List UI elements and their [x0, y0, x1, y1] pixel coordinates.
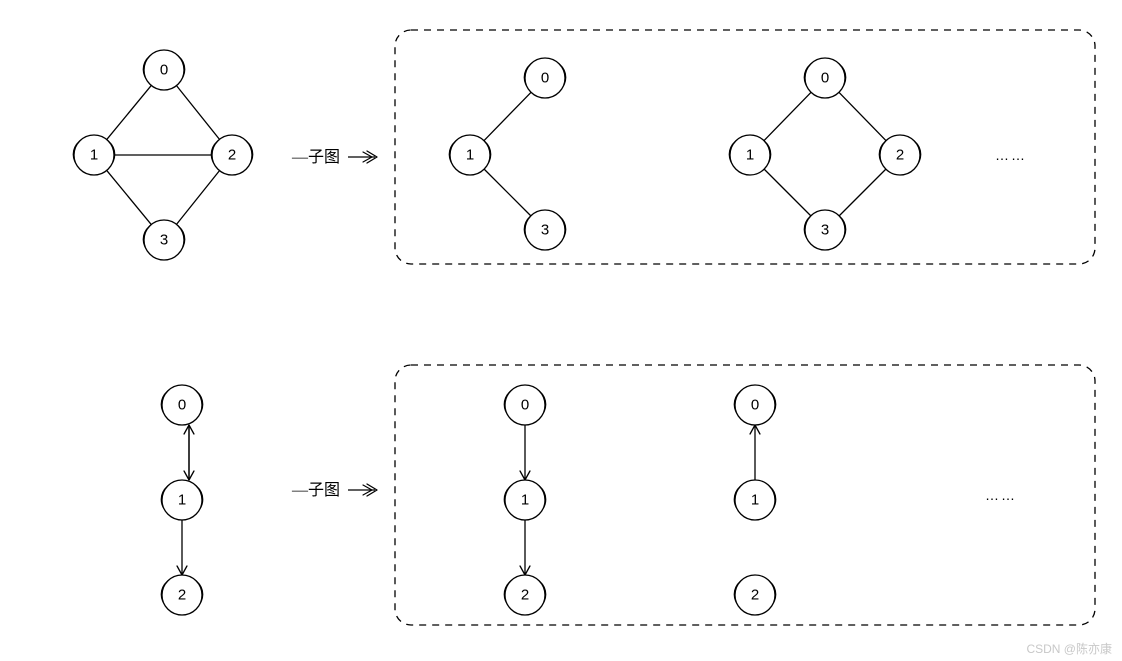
undirected-edge [839, 92, 886, 140]
graph-node: 1 [504, 480, 546, 520]
directed-graph: 0 1 2 [504, 385, 546, 615]
graph-node: 2 [879, 135, 921, 175]
node-label: 0 [160, 62, 168, 79]
undirected-edge [764, 169, 811, 216]
node-label: 0 [178, 397, 186, 414]
node-label: 1 [751, 492, 759, 509]
undirected-graph: 0 1 3 [449, 58, 566, 250]
subgraph-arrow-label: —子图 [291, 481, 340, 499]
watermark-label: CSDN @陈亦康 [1026, 641, 1112, 656]
graph-node: 2 [734, 575, 776, 615]
graph-node: 0 [804, 58, 846, 98]
graph-node: 1 [161, 480, 203, 520]
graph-node: 1 [729, 135, 771, 175]
undirected-edge [176, 86, 219, 140]
node-label: 1 [746, 147, 754, 164]
graph-node: 0 [143, 50, 185, 90]
node-label: 1 [466, 147, 474, 164]
graph-node: 1 [73, 135, 115, 175]
graph-node: 2 [161, 575, 203, 615]
node-label: 3 [160, 232, 168, 249]
node-label: 2 [228, 147, 236, 164]
ellipsis-label: …… [995, 147, 1027, 163]
undirected-graph: 0 1 2 3 [73, 50, 253, 260]
node-label: 0 [541, 70, 549, 87]
directed-graph: 0 1 2 [734, 385, 776, 615]
node-label: 1 [178, 492, 186, 509]
graph-node: 0 [524, 58, 566, 98]
diagram-canvas: 0 1 2 3 —子图 0 1 3 0 1 2 3 …… 0 1 2 —子图 0 1 2 0 1 2 …… CSDN @陈亦康 [0, 0, 1122, 661]
undirected-edge [839, 169, 886, 216]
undirected-edge [107, 170, 152, 224]
node-label: 3 [541, 222, 549, 239]
subgraph-arrow-label: —子图 [291, 148, 340, 166]
node-label: 0 [751, 397, 759, 414]
graph-node: 0 [734, 385, 776, 425]
graph-node: 3 [804, 210, 846, 250]
graph-node: 3 [143, 220, 185, 260]
node-label: 2 [521, 587, 529, 604]
directed-graph: 0 1 2 [161, 385, 203, 615]
graph-node: 2 [211, 135, 253, 175]
undirected-edge [484, 169, 531, 216]
undirected-edge [764, 92, 811, 140]
node-label: 2 [896, 147, 904, 164]
undirected-edge [107, 85, 152, 139]
graph-node: 3 [524, 210, 566, 250]
ellipsis-label: …… [985, 487, 1017, 503]
graph-node: 0 [504, 385, 546, 425]
graph-node: 1 [449, 135, 491, 175]
node-label: 2 [178, 587, 186, 604]
node-label: 0 [521, 397, 529, 414]
node-label: 2 [751, 587, 759, 604]
graph-node: 2 [504, 575, 546, 615]
node-label: 1 [521, 492, 529, 509]
graph-node: 0 [161, 385, 203, 425]
node-label: 1 [90, 147, 98, 164]
undirected-edge [484, 92, 531, 140]
node-label: 0 [821, 70, 829, 87]
graph-node: 1 [734, 480, 776, 520]
undirected-graph: 0 1 2 3 [729, 58, 921, 250]
undirected-edge [176, 171, 219, 225]
node-label: 3 [821, 222, 829, 239]
